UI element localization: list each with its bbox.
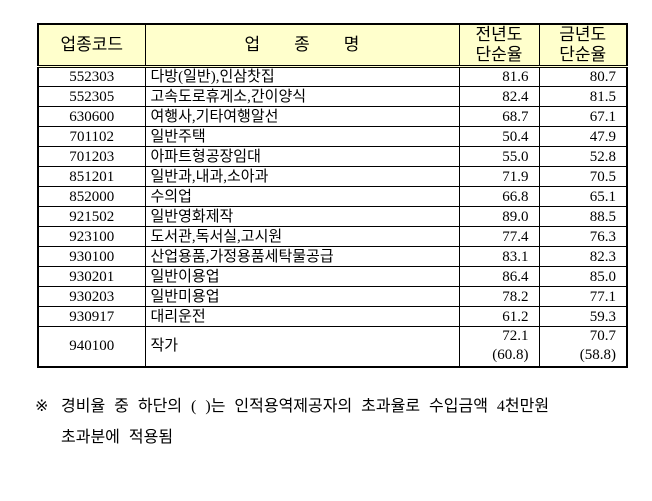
- industry-name: 작가: [144, 326, 460, 367]
- industry-name: 다방(일반),인삼찻집: [144, 66, 460, 87]
- table-row: 930100 산업용품,가정용품세탁물공급 83.1 82.3: [37, 246, 628, 267]
- prev-year-rate-main: 72.1: [502, 328, 529, 345]
- industry-name: 아파트형공장임대: [144, 146, 460, 167]
- prev-year-rate: 77.4: [458, 226, 540, 247]
- table-row: 930203 일반미용업 78.2 77.1: [37, 286, 628, 307]
- industry-code: 921502: [37, 206, 146, 227]
- industry-name: 대리운전: [144, 306, 460, 327]
- table-row: 923100 도서관,독서실,고시원 77.4 76.3: [37, 226, 628, 247]
- industry-name: 일반과,내과,소아과: [144, 166, 460, 187]
- curr-year-rate: 76.3: [538, 226, 628, 247]
- industry-code: 930203: [37, 286, 146, 307]
- industry-code: 552303: [37, 66, 146, 87]
- industry-code: 851201: [37, 166, 146, 187]
- prev-year-rate: 89.0: [458, 206, 540, 227]
- table-row: 630600 여행사,기타여행알선 68.7 67.1: [37, 106, 628, 127]
- curr-year-rate: 81.5: [538, 86, 628, 107]
- curr-year-rate-main: 70.7: [589, 328, 616, 345]
- curr-year-rate: 59.3: [538, 306, 628, 327]
- curr-year-rate: 65.1: [538, 186, 628, 207]
- prev-year-rate: 72.1 (60.8): [458, 326, 540, 367]
- curr-year-rate: 67.1: [538, 106, 628, 127]
- industry-code: 701203: [37, 146, 146, 167]
- table-row: 701203 아파트형공장임대 55.0 52.8: [37, 146, 628, 167]
- industry-name: 여행사,기타여행알선: [144, 106, 460, 127]
- prev-year-rate: 50.4: [458, 126, 540, 147]
- industry-code: 630600: [37, 106, 146, 127]
- prev-year-rate: 83.1: [458, 246, 540, 267]
- industry-code: 930100: [37, 246, 146, 267]
- table-row: 852000 수의업 66.8 65.1: [37, 186, 628, 207]
- footnote-line1: 경비율 중 하단의 ( )는 인적용역제공자의 초과율로 수입금액 4천만원: [61, 398, 550, 415]
- table-row: 552305 고속도로휴게소,간이양식 82.4 81.5: [37, 86, 628, 107]
- prev-year-rate: 78.2: [458, 286, 540, 307]
- expense-rate-table: 업종코드 업 종 명 전년도 단순율 금년도 단순율 552303 다방(일반),인…: [37, 23, 628, 368]
- curr-year-rate: 70.7 (58.8): [538, 326, 628, 367]
- prev-year-rate: 71.9: [458, 166, 540, 187]
- table-row: 940100 작가 72.1 (60.8) 70.7 (58.8): [37, 326, 628, 367]
- footnote-marker: ※: [35, 398, 49, 415]
- header-prev-line2: 단순율: [475, 45, 523, 64]
- curr-year-rate: 70.5: [538, 166, 628, 187]
- prev-year-rate: 86.4: [458, 266, 540, 287]
- prev-year-rate: 55.0: [458, 146, 540, 167]
- industry-code: 552305: [37, 86, 146, 107]
- header-curr-year-rate: 금년도 단순율: [538, 23, 628, 68]
- industry-code: 923100: [37, 226, 146, 247]
- industry-name: 일반영화제작: [144, 206, 460, 227]
- prev-year-rate: 61.2: [458, 306, 540, 327]
- industry-name: 일반미용업: [144, 286, 460, 307]
- prev-year-rate: 66.8: [458, 186, 540, 207]
- table-row: 552303 다방(일반),인삼찻집 81.6 80.7: [37, 66, 628, 87]
- industry-name: 일반이용업: [144, 266, 460, 287]
- prev-year-rate: 81.6: [458, 66, 540, 87]
- curr-year-rate: 85.0: [538, 266, 628, 287]
- footnote-text: 경비율 중 하단의 ( )는 인적용역제공자의 초과율로 수입금액 4천만원 초…: [61, 391, 635, 453]
- table-row: 921502 일반영화제작 89.0 88.5: [37, 206, 628, 227]
- curr-year-rate: 77.1: [538, 286, 628, 307]
- header-prev-year-rate: 전년도 단순율: [458, 23, 540, 68]
- industry-name: 도서관,독서실,고시원: [144, 226, 460, 247]
- industry-code: 930917: [37, 306, 146, 327]
- industry-code: 940100: [37, 326, 146, 367]
- table-row: 701102 일반주택 50.4 47.9: [37, 126, 628, 147]
- header-industry-code: 업종코드: [37, 23, 146, 68]
- curr-year-rate: 52.8: [538, 146, 628, 167]
- industry-name: 일반주택: [144, 126, 460, 147]
- prev-year-rate: 68.7: [458, 106, 540, 127]
- footnote: ※ 경비율 중 하단의 ( )는 인적용역제공자의 초과율로 수입금액 4천만원…: [35, 391, 635, 453]
- industry-code: 701102: [37, 126, 146, 147]
- header-industry-name: 업 종 명: [144, 23, 460, 68]
- footnote-line2: 초과분에 적용됨: [61, 429, 174, 446]
- prev-year-rate: 82.4: [458, 86, 540, 107]
- table-row: 851201 일반과,내과,소아과 71.9 70.5: [37, 166, 628, 187]
- table-row: 930917 대리운전 61.2 59.3: [37, 306, 628, 327]
- industry-code: 930201: [37, 266, 146, 287]
- curr-year-rate: 82.3: [538, 246, 628, 267]
- header-curr-line1: 금년도: [559, 25, 607, 44]
- prev-year-rate-note: (60.8): [492, 347, 529, 364]
- header-prev-line1: 전년도: [475, 25, 523, 44]
- table-row: 930201 일반이용업 86.4 85.0: [37, 266, 628, 287]
- curr-year-rate: 80.7: [538, 66, 628, 87]
- industry-code: 852000: [37, 186, 146, 207]
- curr-year-rate-note: (58.8): [579, 347, 616, 364]
- curr-year-rate: 88.5: [538, 206, 628, 227]
- industry-name: 수의업: [144, 186, 460, 207]
- table-header-row: 업종코드 업 종 명 전년도 단순율 금년도 단순율: [37, 23, 628, 68]
- industry-name: 산업용품,가정용품세탁물공급: [144, 246, 460, 267]
- header-curr-line2: 단순율: [559, 45, 607, 64]
- curr-year-rate: 47.9: [538, 126, 628, 147]
- industry-name: 고속도로휴게소,간이양식: [144, 86, 460, 107]
